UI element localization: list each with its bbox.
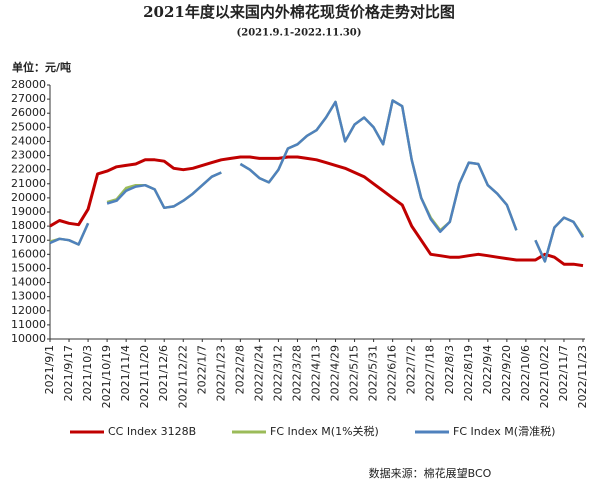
series-line: [49, 99, 585, 263]
x-tick-label: 2022/6/16: [386, 345, 399, 401]
y-tick-label: 18000: [11, 219, 46, 232]
x-tick-label: 2021/9/1: [43, 345, 56, 394]
x-tick-label: 2022/9/4: [481, 345, 494, 394]
y-tick-label: 22000: [11, 163, 46, 176]
x-tick-label: 2022/10/6: [519, 345, 532, 401]
x-tick-label: 2022/2/24: [252, 345, 265, 401]
x-tick-label: 2022/9/20: [500, 345, 513, 401]
y-tick-label: 27000: [11, 92, 46, 105]
x-tick-label: 2021/11/4: [119, 345, 132, 401]
y-tick-label: 25000: [11, 120, 46, 133]
x-tick-label: 2021/9/17: [62, 345, 75, 401]
x-tick-label: 2022/1/23: [214, 345, 227, 401]
chart-subtitle: (2021.9.1-2022.11.30): [237, 28, 362, 39]
x-tick-label: 2022/11/7: [557, 345, 570, 401]
y-tick-label: 16000: [11, 247, 46, 260]
y-axis-label: 单位：元/吨: [12, 60, 71, 74]
x-tick-label: 2022/11/23: [576, 345, 589, 408]
y-tick-label: 20000: [11, 191, 46, 204]
x-tick-label: 2022/5/31: [367, 345, 380, 401]
x-tick-label: 2022/2/8: [233, 345, 246, 394]
y-tick-label: 23000: [11, 149, 46, 162]
x-tick-label: 2022/4/13: [310, 345, 323, 401]
y-tick-label: 11000: [11, 318, 46, 331]
y-tick-label: 21000: [11, 177, 46, 190]
y-tick-label: 17000: [11, 233, 46, 246]
y-tick-label: 12000: [11, 304, 46, 317]
x-tick-label: 2022/4/29: [329, 345, 342, 401]
y-tick-label: 14000: [11, 276, 46, 289]
y-tick-label: 10000: [11, 332, 46, 345]
y-tick-label: 13000: [11, 290, 46, 303]
x-tick-label: 2021/12/6: [157, 345, 170, 401]
legend-label: FC Index M(滑准税): [453, 424, 555, 438]
chart-title: 2021年度以来国内外棉花现货价格走势对比图: [143, 3, 455, 21]
x-tick-label: 2021/12/22: [176, 345, 189, 408]
legend-label: CC Index 3128B: [108, 425, 196, 438]
source: 数据来源：棉花展望BCO: [369, 466, 492, 480]
series-line: [49, 99, 585, 263]
y-tick-label: 28000: [11, 78, 46, 91]
series-line: [49, 155, 584, 268]
x-tick-label: 2022/8/3: [443, 345, 456, 394]
x-tick-label: 2022/7/2: [405, 345, 418, 394]
x-tick-label: 2022/5/15: [348, 345, 361, 401]
x-tick-label: 2022/3/12: [271, 345, 284, 401]
x-tick-label: 2022/10/22: [538, 345, 551, 408]
x-tick-label: 2022/1/7: [195, 345, 208, 394]
x-tick-label: 2021/10/3: [81, 345, 94, 401]
y-tick-label: 15000: [11, 261, 46, 274]
y-tick-label: 26000: [11, 106, 46, 119]
x-tick-label: 2022/3/28: [290, 345, 303, 401]
x-tick-label: 2021/10/19: [100, 345, 113, 408]
legend-label: FC Index M(1%关税): [270, 424, 379, 438]
x-tick-label: 2022/8/19: [462, 345, 475, 401]
x-tick-label: 2021/11/20: [138, 345, 151, 408]
y-tick-label: 24000: [11, 134, 46, 147]
y-tick-label: 19000: [11, 205, 46, 218]
x-tick-label: 2022/7/18: [424, 345, 437, 401]
